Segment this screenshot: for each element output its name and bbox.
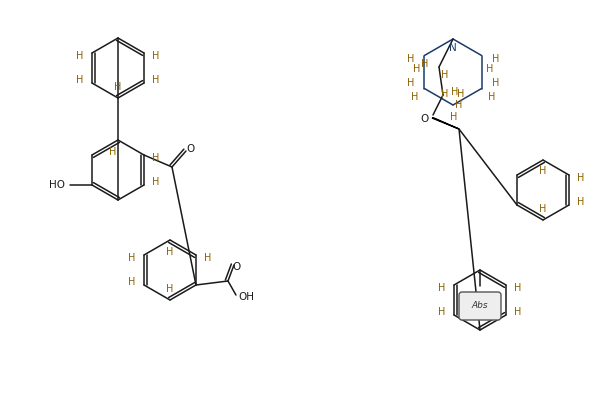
Text: H: H <box>166 284 174 294</box>
Text: H: H <box>577 173 584 183</box>
Text: H: H <box>152 153 160 163</box>
Text: H: H <box>451 87 458 97</box>
Text: H: H <box>152 51 160 61</box>
Text: H: H <box>411 92 418 102</box>
Text: H: H <box>76 51 84 61</box>
Text: O: O <box>187 144 195 154</box>
FancyBboxPatch shape <box>459 292 501 320</box>
Text: H: H <box>455 100 463 110</box>
Text: H: H <box>129 253 136 263</box>
Text: HO: HO <box>49 180 65 190</box>
Text: H: H <box>438 307 446 317</box>
Text: H: H <box>129 277 136 287</box>
Text: H: H <box>152 177 160 187</box>
Text: H: H <box>450 112 458 122</box>
Polygon shape <box>432 118 459 129</box>
Text: H: H <box>76 75 84 85</box>
Text: H: H <box>539 204 547 214</box>
Text: H: H <box>577 197 584 207</box>
Text: H: H <box>114 82 122 92</box>
Text: H: H <box>110 147 117 157</box>
Text: H: H <box>514 283 521 293</box>
Text: H: H <box>514 307 521 317</box>
Text: H: H <box>166 247 174 257</box>
Text: H: H <box>492 77 499 88</box>
Text: OH: OH <box>238 292 254 302</box>
Text: H: H <box>152 75 160 85</box>
Text: H: H <box>441 70 449 80</box>
Text: N: N <box>449 43 457 53</box>
Text: O: O <box>233 262 241 272</box>
Text: H: H <box>441 89 449 99</box>
Text: O: O <box>421 114 429 124</box>
Text: H: H <box>421 59 428 69</box>
Text: H: H <box>539 166 547 176</box>
Text: H: H <box>486 64 493 73</box>
Text: H: H <box>412 64 420 73</box>
Text: H: H <box>492 53 499 64</box>
Text: H: H <box>457 89 465 99</box>
Text: H: H <box>407 53 414 64</box>
Text: H: H <box>407 77 414 88</box>
Text: H: H <box>488 92 495 102</box>
Text: Abs: Abs <box>472 301 488 310</box>
Text: H: H <box>438 283 446 293</box>
Text: H: H <box>204 253 212 263</box>
